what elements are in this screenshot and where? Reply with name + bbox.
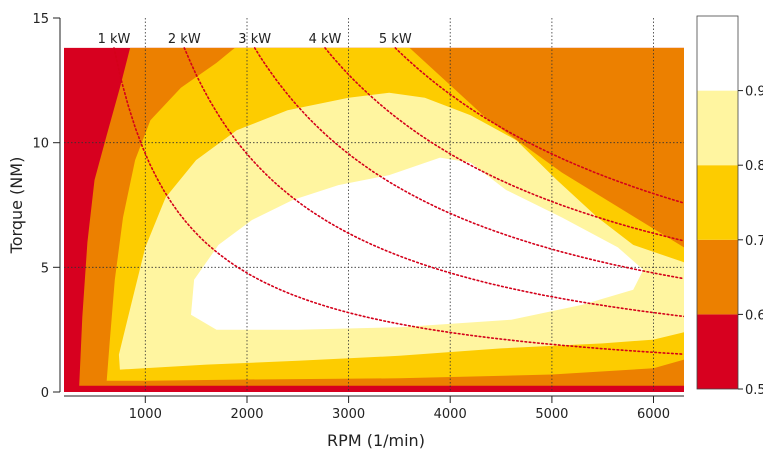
colorbar-tick-label-0.8: 0.8 [745, 159, 763, 174]
x-axis-label: RPM (1/min) [327, 431, 425, 450]
power-curve-1kw [113, 47, 684, 356]
colorbar-segment-0.9 [697, 16, 738, 91]
y-axis-label: Torque (NM) [7, 157, 26, 255]
power-label-3kw: 3 kW [238, 32, 271, 47]
power-curve-4kw [324, 47, 684, 242]
plot-area: 1 kW 2 kW 3 kW 4 kW 5 kW [64, 18, 684, 392]
colorbar-segment-0.6 [697, 239, 738, 315]
colorbar-tick-label-0.5: 0.5 [745, 383, 763, 398]
power-label-5kw: 5 kW [379, 32, 412, 47]
colorbar-segment-0.8 [697, 90, 738, 166]
colorbar-tick-label-0.6: 0.6 [745, 308, 763, 323]
x-tick-label-4000: 4000 [434, 407, 467, 422]
colorbar-tick-label-0.9: 0.9 [745, 85, 763, 100]
power-label-2kw: 2 kW [168, 32, 201, 47]
x-tick-label-1000: 1000 [129, 407, 162, 422]
colorbar-tick-label-0.7: 0.7 [745, 234, 763, 249]
power-curve-5kw [394, 47, 684, 204]
y-tick-label-15: 15 [32, 12, 49, 27]
power-curve-2kw [183, 47, 684, 318]
power-curve-labels: 1 kW 2 kW 3 kW 4 kW 5 kW [98, 32, 412, 47]
power-curve-3kw [253, 47, 684, 280]
x-tick-label-6000: 6000 [637, 407, 670, 422]
y-tick-label-10: 10 [32, 137, 49, 152]
x-tick-label-3000: 3000 [332, 407, 365, 422]
efficiency-region-0.9-1.0 [191, 157, 644, 330]
colorbar-frame [696, 15, 739, 390]
axes: 1000 2000 3000 4000 5000 6000 0 5 10 15 RPM (1/m… [7, 12, 684, 450]
power-label-4kw: 4 kW [309, 32, 342, 47]
x-tick-label-5000: 5000 [535, 407, 568, 422]
y-axis-ticks: 0 5 10 15 [32, 12, 60, 401]
colorbar-segment-0.5 [697, 314, 738, 389]
y-tick-label-5: 5 [41, 261, 49, 276]
x-axis-ticks: 1000 2000 3000 4000 5000 6000 [129, 396, 670, 422]
y-tick-label-0: 0 [41, 386, 49, 401]
colorbar-segment-0.7 [697, 165, 738, 240]
x-tick-label-2000: 2000 [230, 407, 263, 422]
grid-lines [64, 18, 684, 392]
power-label-1kw: 1 kW [98, 32, 131, 47]
colorbar: 0.5 0.6 0.7 0.8 0.9 [696, 15, 763, 398]
power-curves [113, 47, 684, 356]
